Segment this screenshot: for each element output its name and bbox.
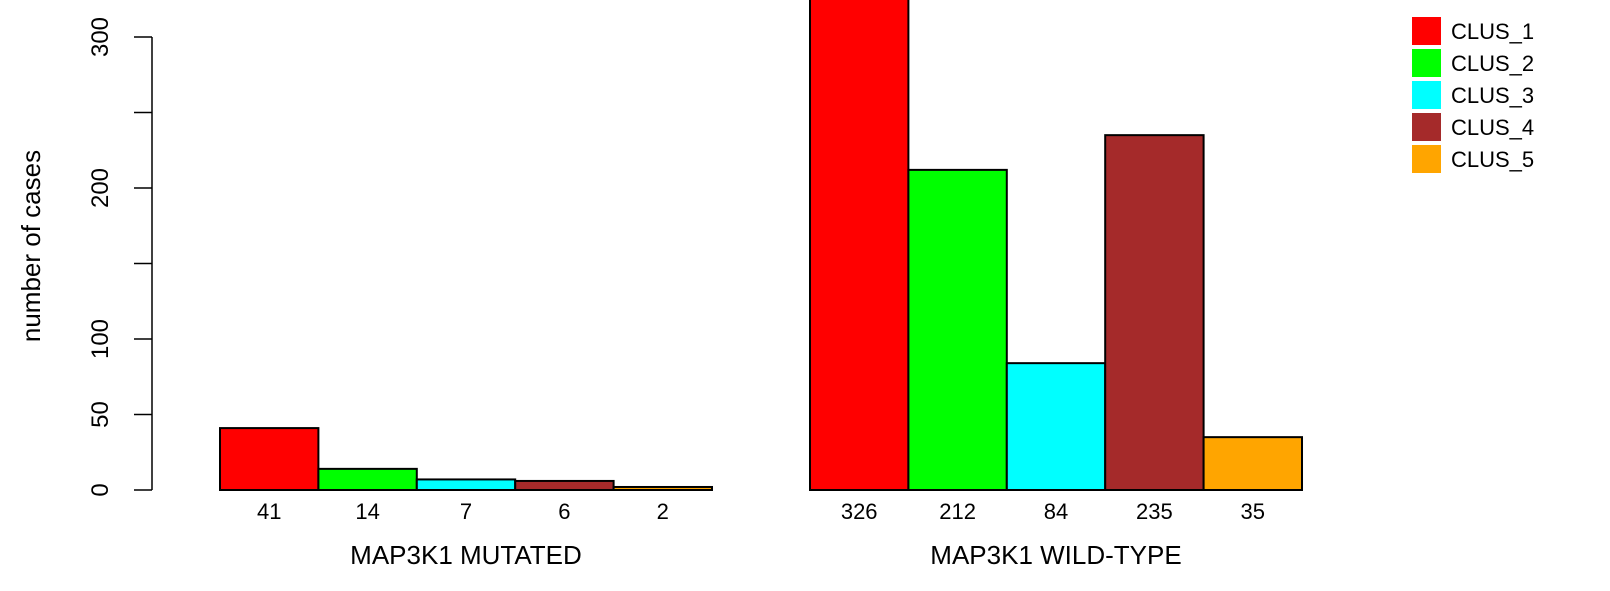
bar-value-label: 212 (939, 499, 976, 524)
bar-clus-3 (1005, 362, 1107, 491)
bar-value-label: 7 (460, 499, 472, 524)
legend: CLUS_1 CLUS_2 CLUS_3 CLUS_4 CLUS_5 (1412, 17, 1534, 173)
bar-clus-1 (809, 0, 910, 492)
bar-clus-4 (514, 479, 615, 492)
y-tick-label: 0 (87, 483, 114, 496)
legend-swatch (1412, 49, 1441, 77)
y-axis-title: number of cases (16, 150, 46, 342)
bar-clus-5 (1202, 436, 1303, 491)
y-tick-label: 300 (87, 17, 114, 57)
bar-clus-2 (907, 168, 1008, 491)
bar-value-label: 14 (355, 499, 379, 524)
bar-value-labels: 41 14 7 6 2 326 212 84 235 35 (257, 499, 1265, 524)
legend-label: CLUS_1 (1451, 19, 1534, 44)
bars (219, 0, 1303, 492)
y-tick-label: 200 (87, 168, 114, 208)
legend-swatch (1412, 17, 1441, 45)
y-axis: 0 50 100 200 300 (87, 17, 153, 497)
y-tick-label: 50 (87, 401, 114, 428)
group-label: MAP3K1 WILD-TYPE (930, 540, 1181, 570)
y-tick-label: 100 (87, 319, 114, 359)
bar-value-label: 326 (841, 499, 878, 524)
bar-value-label: 6 (558, 499, 570, 524)
bar-clus-3 (415, 478, 517, 491)
legend-swatch (1412, 113, 1441, 141)
bar-value-label: 235 (1136, 499, 1173, 524)
bar-clus-4 (1104, 134, 1205, 491)
bar-clus-2 (317, 467, 418, 491)
group-label: MAP3K1 MUTATED (350, 540, 582, 570)
legend-swatch (1412, 81, 1441, 109)
group-labels: MAP3K1 MUTATED MAP3K1 WILD-TYPE (350, 540, 1182, 570)
bar-clus-5 (612, 485, 713, 492)
legend-label: CLUS_2 (1451, 51, 1534, 76)
bar-value-label: 41 (257, 499, 281, 524)
legend-label: CLUS_3 (1451, 83, 1534, 108)
legend-swatch (1412, 145, 1441, 173)
bar-value-label: 2 (657, 499, 669, 524)
legend-label: CLUS_4 (1451, 115, 1534, 140)
legend-label: CLUS_5 (1451, 147, 1534, 172)
bar-value-label: 35 (1241, 499, 1265, 524)
bar-clus-1 (219, 427, 320, 491)
bar-value-label: 84 (1044, 499, 1068, 524)
